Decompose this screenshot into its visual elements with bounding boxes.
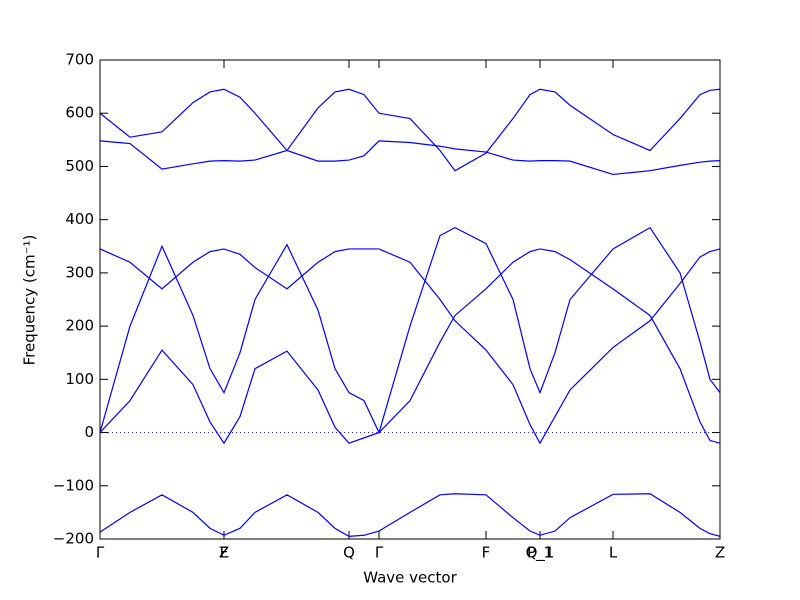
band-line: [99, 248, 721, 445]
y-tick-label: 700: [65, 51, 94, 69]
plot-frame: [99, 59, 721, 540]
y-tick-label: 0: [84, 423, 94, 441]
band-line: [99, 248, 721, 445]
y-tick-label: −100: [53, 476, 94, 494]
y-tick-label: −200: [53, 530, 94, 548]
band-line: [99, 493, 721, 537]
y-tick-label: 300: [65, 263, 94, 281]
x-tick-label: P_1: [527, 544, 553, 563]
band-line: [99, 88, 721, 172]
x-tick-label: Q_1: [526, 544, 555, 563]
x-tick-label: L: [609, 544, 618, 562]
y-tick-label: 200: [65, 317, 94, 335]
x-axis-label: Wave vector: [363, 569, 457, 587]
y-tick-label: 100: [65, 370, 94, 388]
x-tick-label: Γ: [375, 544, 384, 562]
band-line: [99, 88, 721, 176]
x-tick-label: F: [482, 544, 491, 562]
y-tick-label: 400: [65, 210, 94, 228]
x-tick-label: Γ: [96, 544, 105, 562]
y-tick-label: 500: [65, 157, 94, 175]
x-tick-label: F: [220, 544, 229, 562]
band-line: [99, 226, 721, 435]
y-axis-label: Frequency (cm⁻¹): [21, 235, 39, 366]
x-tick-label: Q: [343, 544, 355, 562]
x-tick-label: Z: [219, 544, 229, 562]
x-tick-label: Z: [715, 544, 725, 562]
y-tick-label: 600: [65, 104, 94, 122]
